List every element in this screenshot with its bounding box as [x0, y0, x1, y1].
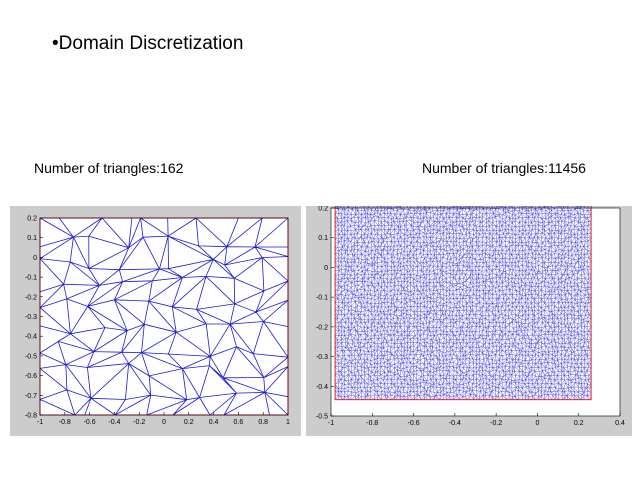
fine-x-tick-label: -0.8 [366, 420, 378, 427]
coarse-x-tick-label: 0 [162, 419, 166, 426]
fine-y-tick-label: -0.3 [316, 354, 328, 361]
coarse-x-tick-label: 0.4 [209, 419, 219, 426]
coarse-x-tick-label: 0.8 [258, 419, 268, 426]
coarse-x-tick-label: -0.4 [108, 419, 120, 426]
coarse-mesh-figure: -1 -0.8 -0.6 -0.4 -0.2 0 0.2 0.4 0.6 0.8 1 0.2 0.1 0-… [10, 206, 301, 436]
coarse-x-tick-label: -1 [37, 419, 43, 426]
fine-x-tick-label: -0.2 [490, 420, 502, 427]
coarse-y-tick-label: 0.1 [27, 235, 37, 242]
coarse-x-tick-label: -0.8 [59, 419, 71, 426]
coarse-y-tick-label: 0 [33, 255, 37, 262]
fine-x-tick-label: -1 [328, 420, 334, 427]
coarse-y-tick-label: -0.4 [25, 334, 37, 341]
coarse-y-tick-label: -0.3 [25, 314, 37, 321]
coarse-y-tick-label: 0.2 [27, 216, 37, 223]
fine-y-tick-label: 0.2 [318, 206, 328, 213]
coarse-x-tick-label: -0.6 [84, 419, 96, 426]
fine-y-tick-label: -0.4 [316, 384, 328, 391]
coarse-x-tick-label: -0.2 [133, 419, 145, 426]
coarse-y-tick-label: -0.7 [25, 393, 37, 400]
coarse-mesh-plot: -1 -0.8 -0.6 -0.4 -0.2 0 0.2 0.4 0.6 0.8 10.20.10-… [25, 216, 290, 427]
fine-x-tick-label: 0.2 [574, 420, 584, 427]
coarse-x-tick-label: 1 [286, 419, 290, 426]
coarse-y-tick-label: -0.6 [25, 373, 37, 380]
coarse-y-tick-label: -0.5 [25, 353, 37, 360]
fine-y-tick-label: 0.1 [318, 235, 328, 242]
fine-axes-frame [330, 207, 621, 417]
left-mesh-caption: Number of triangles:162 [34, 160, 184, 176]
fine-x-tick-label: -0.6 [408, 420, 420, 427]
fine-x-tick-label: 0.4 [615, 420, 625, 427]
coarse-y-tick-label: -0.1 [25, 275, 37, 282]
fine-x-tick-label: -0.4 [449, 420, 461, 427]
fine-mesh-figure: -1 -0.8 -0.6 -0.4 -0.2 0 0.2 0.4 0.2 0.1 0 -0.1 -0.2… [306, 206, 632, 436]
fine-y-tick-label: -0.2 [316, 324, 328, 331]
fine-domain-boundary [334, 206, 592, 401]
coarse-y-tick-label: -0.8 [25, 413, 37, 420]
fine-x-tick-label: 0 [535, 420, 539, 427]
right-mesh-caption: Number of triangles:11456 [422, 160, 586, 176]
coarse-y-tick-label: -0.2 [25, 294, 37, 301]
slide-title: •Domain Discretization [52, 33, 244, 54]
fine-y-tick-label: -0.1 [316, 295, 328, 302]
coarse-x-tick-label: 0.6 [234, 419, 244, 426]
fine-mesh-plot: -1 -0.8 -0.6 -0.4 -0.2 0 0.2 0.4 0.2 0.1 0 -0.1 -0.2… [316, 206, 625, 427]
fine-y-tick-label: 0 [324, 265, 328, 272]
coarse-x-tick-label: 0.2 [184, 419, 194, 426]
fine-y-tick-label: -0.5 [316, 414, 328, 421]
